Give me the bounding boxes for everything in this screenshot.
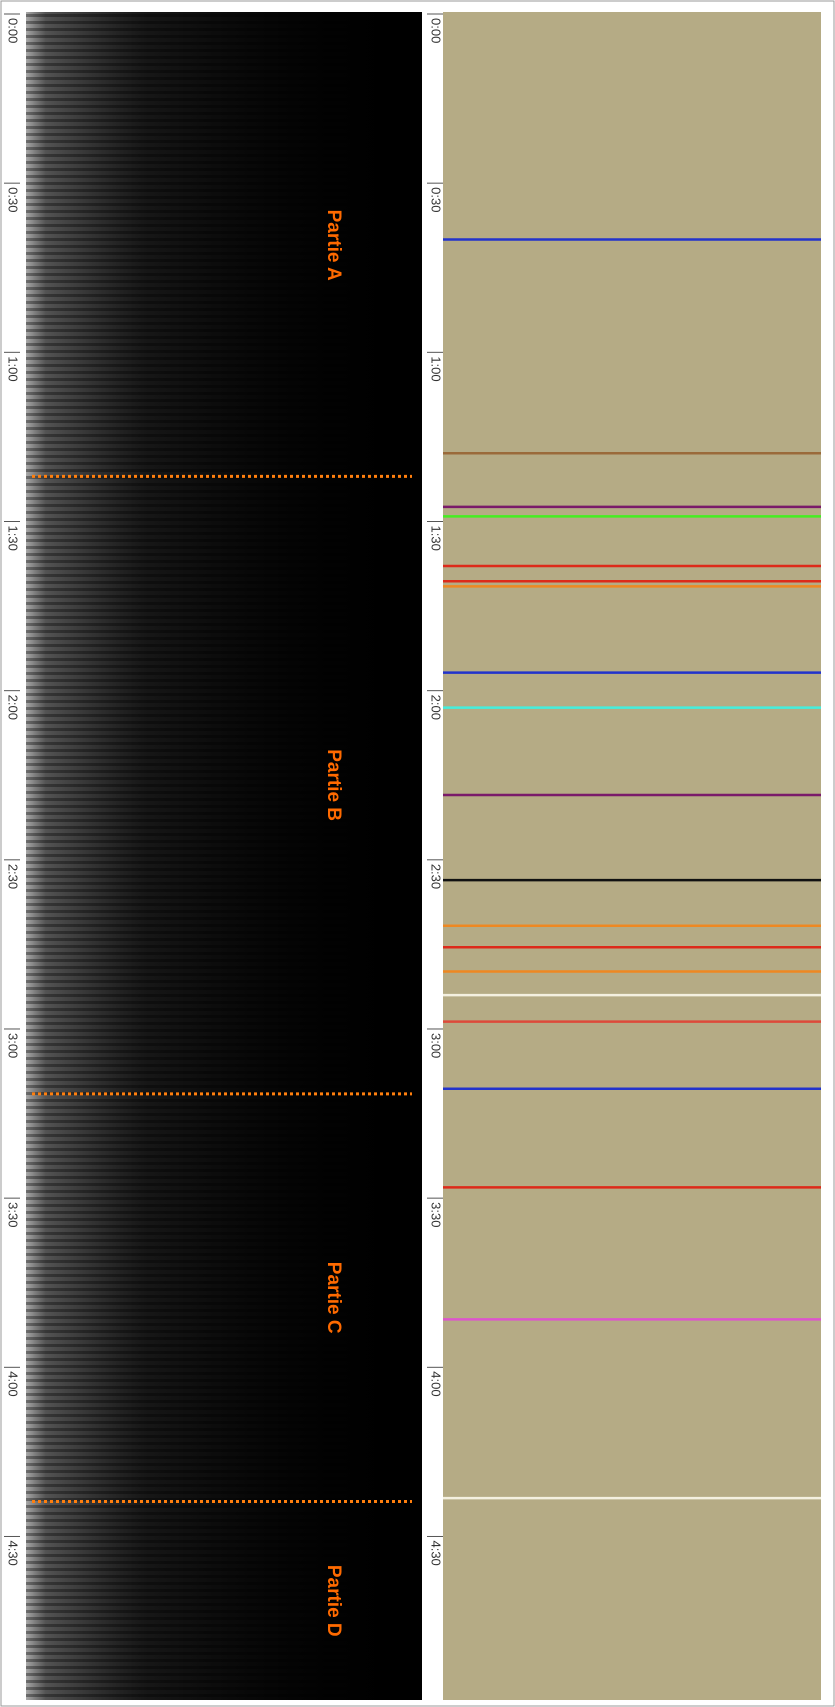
tick-label: 2:00: [6, 695, 21, 720]
tick-label: 1:00: [429, 356, 444, 381]
section-label: Partie C: [323, 1262, 344, 1334]
tick-label: 4:30: [6, 1540, 21, 1565]
tick-label: 1:30: [6, 525, 21, 550]
tick-label: 0:30: [6, 187, 21, 212]
tick-label: 0:00: [429, 18, 444, 43]
section-label: Partie B: [323, 749, 344, 821]
tick-label: 3:30: [429, 1202, 444, 1227]
tick-label: 2:30: [429, 864, 444, 889]
tick-label: 2:30: [6, 864, 21, 889]
tick-label: 1:00: [6, 356, 21, 381]
tick-label: 0:00: [6, 18, 21, 43]
tick-label: 3:30: [6, 1202, 21, 1227]
section-label: Partie D: [323, 1565, 344, 1637]
tick-label: 4:00: [429, 1371, 444, 1396]
tick-label: 2:00: [429, 695, 444, 720]
tick-label: 4:00: [6, 1371, 21, 1396]
tick-label: 0:30: [429, 187, 444, 212]
spectrogram-harmonics: [26, 12, 422, 1700]
tick-label: 3:00: [429, 1033, 444, 1058]
tick-label: 3:00: [6, 1033, 21, 1058]
overlay: 0:00 0:00 0:30 0:30 1:00 1:00 1:30 1:30 2:00 2:00…: [4, 13, 821, 1637]
tick-label: 4:30: [429, 1540, 444, 1565]
section-label: Partie A: [323, 210, 344, 281]
event-panel: [443, 12, 821, 1700]
tick-label: 1:30: [429, 525, 444, 550]
